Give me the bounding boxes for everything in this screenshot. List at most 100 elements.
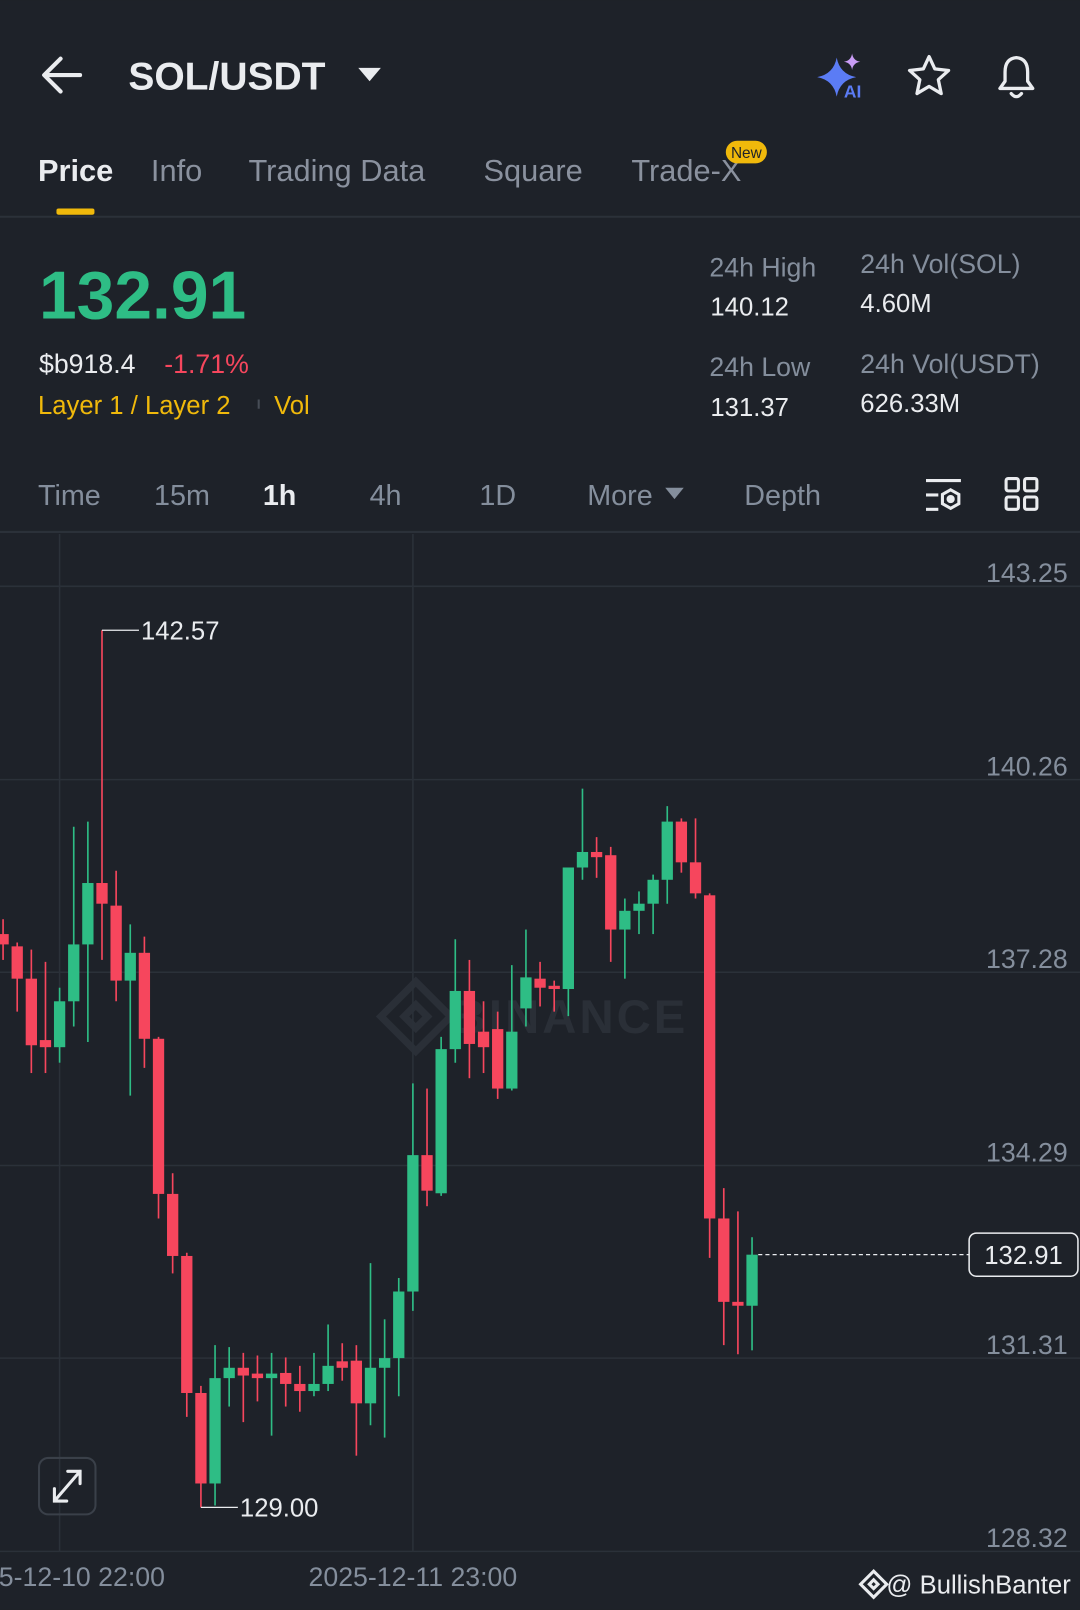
- icon-square: [1023, 476, 1039, 493]
- candle-body: [53, 1001, 66, 1048]
- candle-body: [308, 1383, 320, 1392]
- tab[interactable]: Price: [38, 153, 113, 188]
- candle-body: [746, 1254, 758, 1306]
- tab[interactable]: Info: [151, 153, 202, 188]
- stat-label: 24h Vol(SOL): [860, 249, 1020, 279]
- candle-body: [336, 1361, 348, 1368]
- candle-body: [68, 944, 80, 1002]
- tag[interactable]: Layer 1 / Layer 2: [38, 392, 231, 420]
- stat-label: 24h Vol(USDT): [860, 349, 1039, 379]
- candle-body: [506, 1031, 518, 1089]
- candle-body: [633, 903, 645, 911]
- tab[interactable]: Trade-X: [631, 153, 741, 188]
- candle-body: [11, 946, 23, 979]
- watermark-logo: [375, 976, 456, 1057]
- candle-body: [435, 1049, 447, 1194]
- logo-part: [399, 999, 433, 1034]
- watermark: BINANCE: [375, 976, 685, 1057]
- candle-body: [110, 905, 122, 981]
- candle-body: [463, 990, 476, 1044]
- fiat-price: $b918.4: [39, 349, 136, 379]
- interval-button[interactable]: 1h: [263, 480, 297, 512]
- candle-body: [393, 1291, 405, 1359]
- min-label: 129.00: [240, 1495, 318, 1523]
- candle-body: [477, 1031, 490, 1048]
- credit-logo: [858, 1568, 889, 1600]
- ai-sparkle-small: [843, 53, 861, 70]
- candle-body: [82, 883, 94, 945]
- stat-value: 131.37: [710, 394, 788, 422]
- pair-dropdown[interactable]: [358, 67, 381, 82]
- candle-body: [378, 1358, 391, 1368]
- interval-button[interactable]: 1D: [479, 480, 516, 512]
- tab[interactable]: Trading Data: [248, 153, 426, 188]
- candle-body: [492, 1029, 504, 1089]
- indicator-settings-button[interactable]: [926, 479, 961, 511]
- active-tab-indicator: [56, 208, 95, 215]
- logo-part: [858, 1568, 889, 1600]
- candle-body: [294, 1383, 306, 1392]
- button-frame: [37, 1456, 97, 1516]
- candle-body: [181, 1255, 193, 1393]
- candle-body: [661, 821, 673, 880]
- fullscreen-button[interactable]: [37, 1456, 97, 1516]
- candle-body: [350, 1360, 363, 1404]
- y-tick-label: 128.32: [986, 1523, 1068, 1553]
- candle-body: [675, 821, 688, 863]
- icon-square: [1004, 476, 1020, 493]
- stat-value: 626.33M: [860, 390, 960, 418]
- x-tick-label: 2025-12-11 23:00: [309, 1562, 518, 1592]
- alert-button[interactable]: [998, 55, 1035, 99]
- last-price-tag: [968, 1232, 1079, 1277]
- candle-body: [237, 1367, 249, 1376]
- stat-value: 140.12: [710, 293, 788, 321]
- candle-body: [590, 851, 603, 858]
- pair-title[interactable]: SOL/USDT: [128, 55, 325, 98]
- candle-body: [576, 851, 589, 868]
- favorite-button[interactable]: [907, 54, 951, 96]
- layout-button[interactable]: [1004, 476, 1039, 511]
- interval-button[interactable]: 4h: [370, 480, 402, 512]
- interval-button[interactable]: Time: [38, 480, 101, 512]
- stat-value: 4.60M: [860, 290, 931, 318]
- candle-body: [195, 1392, 207, 1484]
- candle-body: [138, 952, 151, 1039]
- candle-body: [605, 855, 617, 930]
- ai-button[interactable]: AI: [817, 53, 861, 102]
- candle-body: [619, 910, 631, 930]
- candle-body: [718, 1218, 730, 1302]
- y-tick-label: 134.29: [986, 1137, 1068, 1167]
- icon-dot: [946, 494, 955, 504]
- candle-body: [322, 1365, 334, 1384]
- ai-badge: AI: [844, 82, 861, 102]
- last-price: 132.91: [39, 258, 246, 333]
- candle-body: [152, 1038, 165, 1194]
- expand-icon: [52, 1469, 82, 1503]
- candle-body: [167, 1193, 179, 1256]
- candle-body: [534, 978, 546, 988]
- tag[interactable]: Vol: [274, 392, 310, 420]
- icon-square: [1023, 495, 1039, 511]
- interval-button[interactable]: More: [587, 480, 652, 512]
- candle-body: [689, 862, 702, 894]
- interval-button[interactable]: Depth: [744, 480, 821, 512]
- candle-body: [223, 1367, 235, 1379]
- candle-body: [704, 895, 716, 1219]
- new-badge: New: [731, 145, 763, 162]
- bell-clapper: [1009, 91, 1024, 99]
- candle-body: [520, 977, 532, 1009]
- more-dropdown[interactable]: [665, 487, 684, 500]
- tab[interactable]: Square: [484, 153, 583, 188]
- candle-body: [548, 985, 560, 990]
- y-tick-label: 143.25: [986, 558, 1068, 588]
- back-arrow: [42, 56, 83, 94]
- back-button[interactable]: [42, 56, 83, 94]
- candle-body: [449, 990, 461, 1050]
- logo-part: [867, 1577, 881, 1591]
- y-tick-label: 140.26: [986, 751, 1068, 781]
- candle-body: [0, 934, 9, 945]
- interval-button[interactable]: 15m: [154, 480, 210, 512]
- y-tick-label: 137.28: [986, 944, 1068, 974]
- candle-body: [251, 1373, 264, 1379]
